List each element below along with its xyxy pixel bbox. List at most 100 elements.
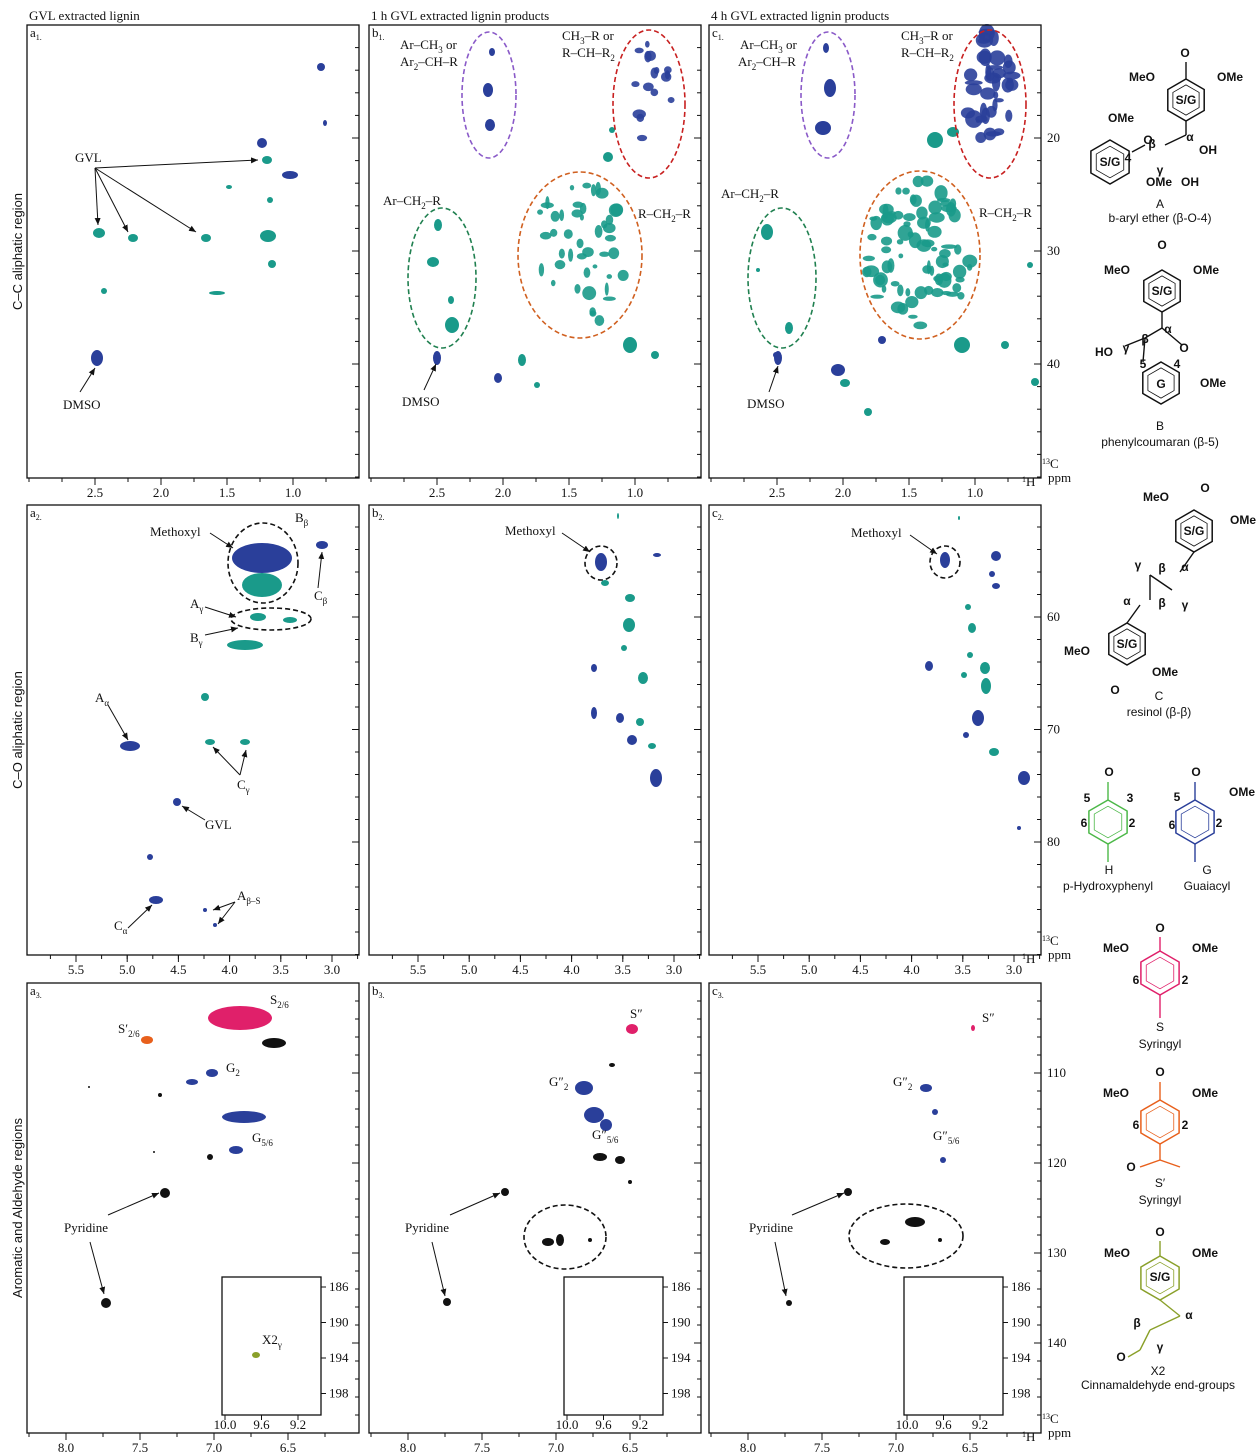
cross-peak <box>240 739 250 745</box>
annotation: S2/6 <box>270 992 289 1010</box>
x-tick-label: 7.5 <box>132 1440 148 1454</box>
structure-caption: Guaiacyl <box>1184 879 1231 893</box>
annotation-sub: γ <box>277 1340 282 1350</box>
unit-text: H <box>1026 474 1035 489</box>
bond <box>1164 134 1187 146</box>
cross-peak <box>980 662 990 674</box>
annotation-sub: 3 <box>919 36 924 46</box>
cross-peak <box>898 253 904 259</box>
annotation-sub: 2 <box>759 194 764 204</box>
cross-peak <box>584 1107 604 1123</box>
cross-peak <box>186 1079 198 1085</box>
annotation: Ar–CH2–R <box>383 193 441 211</box>
atom-label: MeO <box>1129 70 1155 84</box>
cross-peak <box>617 513 619 519</box>
panel-letter: c <box>712 505 718 520</box>
atom-label: α <box>1185 1308 1193 1322</box>
unit-sup: 13 <box>1042 934 1050 943</box>
unit-text: H <box>1026 1429 1035 1444</box>
atom-label: 2 <box>1129 816 1136 830</box>
arrow <box>204 626 239 636</box>
panel-letter: a <box>30 505 36 520</box>
annotation-text: B <box>190 630 199 645</box>
cross-peak <box>554 260 566 270</box>
annotation-after: –R <box>1016 205 1033 220</box>
inset-x-tick-label: 10.0 <box>214 1417 237 1432</box>
column-title: 1 h GVL extracted lignin products <box>371 8 549 23</box>
atom-label: γ <box>1157 1340 1164 1354</box>
panel-sub: 1. <box>36 33 42 42</box>
aromatic-ring <box>1142 361 1180 405</box>
structure-caption: p-Hydroxyphenyl <box>1063 879 1153 893</box>
atom-label: O <box>1126 1160 1135 1174</box>
atom-label: MeO <box>1064 644 1090 658</box>
highlight-region <box>584 545 618 581</box>
atom-label: γ <box>1135 558 1142 572</box>
arrow <box>217 901 236 925</box>
cross-peak <box>840 379 850 387</box>
cross-peak <box>881 260 893 274</box>
cross-peak <box>227 640 263 650</box>
annotation-sub: 5/6 <box>948 1136 960 1146</box>
y-tick-label: 130 <box>1047 1245 1067 1260</box>
annotation: G2 <box>226 1060 240 1078</box>
annotation: Pyridine <box>405 1220 449 1235</box>
atom-label: γ <box>1123 341 1130 355</box>
annotation-after: –R <box>763 186 780 201</box>
cross-peak <box>756 268 760 272</box>
cross-peak <box>954 244 962 255</box>
inset-x-tick-label: 10.0 <box>896 1417 919 1432</box>
arrow <box>791 1192 845 1216</box>
cross-peak <box>537 209 544 215</box>
cross-peak <box>905 288 911 297</box>
annotation-sub: 2 <box>414 62 419 72</box>
inset-x-tick-label: 9.2 <box>632 1417 648 1432</box>
x-tick-label: 2.0 <box>835 485 851 500</box>
annotation: Cγ <box>237 777 250 795</box>
cross-peak <box>645 50 656 61</box>
region-label: C–C aliphatic region <box>10 193 25 310</box>
annotation: R–CH–R2 <box>562 45 615 63</box>
cross-peak <box>936 197 951 203</box>
cross-peak <box>1003 54 1013 69</box>
cross-peak <box>590 184 597 197</box>
cross-peak <box>761 224 773 240</box>
cross-peak <box>1005 109 1013 122</box>
annotation: G″2 <box>549 1074 568 1092</box>
bond <box>1139 1159 1161 1168</box>
cross-peak <box>1003 71 1021 80</box>
cross-peak <box>913 321 928 330</box>
cross-peak <box>985 63 992 81</box>
column-title: GVL extracted lignin <box>29 8 140 23</box>
arrow <box>212 901 236 911</box>
cross-peak <box>916 239 932 252</box>
y-unit: 13C <box>1042 1411 1059 1426</box>
cross-peak <box>938 1238 942 1242</box>
cross-peak <box>213 923 217 927</box>
aromatic-ring-inner <box>1145 1261 1175 1295</box>
region-label: C–O aliphatic region <box>10 671 25 789</box>
atom-label: α <box>1164 322 1172 336</box>
annotation-after: –R or <box>584 28 615 43</box>
cross-peak <box>1017 826 1021 830</box>
cross-peak <box>594 224 603 238</box>
x-tick-label: 1.0 <box>285 485 301 500</box>
cross-peak <box>203 908 207 912</box>
cross-peak <box>942 262 949 267</box>
annotation-text: DMSO <box>402 394 440 409</box>
cross-peak <box>569 184 575 191</box>
unit-sup: 1 <box>1022 475 1026 484</box>
x-tick-label: 6.5 <box>622 1440 638 1454</box>
panel-letter: b <box>372 983 379 998</box>
cross-peak <box>977 38 990 44</box>
cross-peak <box>282 171 298 179</box>
cross-peak <box>609 1063 615 1067</box>
inset-x-tick-label: 10.0 <box>556 1417 579 1432</box>
cross-peak <box>981 678 991 694</box>
cross-peak <box>222 1111 266 1123</box>
annotation: Aγ <box>190 596 203 614</box>
x-tick-label: 7.0 <box>206 1440 222 1454</box>
arrow <box>768 365 779 393</box>
panel-frame <box>708 982 1042 1434</box>
